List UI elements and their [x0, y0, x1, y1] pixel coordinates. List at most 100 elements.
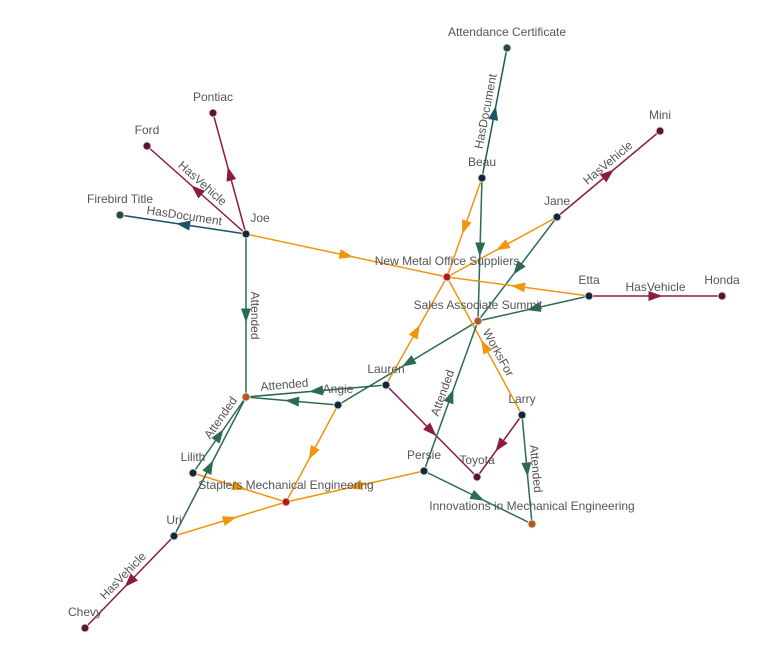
- edge-larry-innov[interactable]: Attended: [521, 414, 545, 525]
- edge-lilith-staplers[interactable]: [192, 472, 287, 503]
- node-joe[interactable]: Joe: [241, 211, 270, 239]
- node-marker[interactable]: [502, 43, 512, 53]
- edge-persie-innov[interactable]: [423, 470, 533, 525]
- node-marker[interactable]: [333, 400, 343, 410]
- node-uri[interactable]: Uri: [166, 513, 182, 541]
- edge-angie-event1[interactable]: [245, 395, 339, 407]
- node-marker[interactable]: [281, 497, 291, 507]
- arrowhead-icon: [462, 219, 472, 235]
- node-lauren[interactable]: Lauren: [367, 362, 405, 390]
- node-newmetal[interactable]: New Metal Office Suppliers: [375, 254, 520, 282]
- edge-label: HasVehicle: [580, 138, 635, 187]
- edge-label: HasVehicle: [97, 549, 149, 602]
- node-label: Attendance Certificate: [448, 25, 566, 39]
- edge-joe-pontiac[interactable]: [212, 112, 247, 235]
- node-angie[interactable]: Angie: [323, 382, 354, 410]
- arrowhead-icon: [226, 166, 237, 182]
- arrowhead-icon: [423, 422, 437, 436]
- node-firebird[interactable]: Firebird Title: [87, 192, 153, 220]
- edge-beau-summit[interactable]: [475, 177, 486, 322]
- node-ford[interactable]: Ford: [135, 123, 160, 151]
- edge-lauren-toyota[interactable]: [385, 384, 478, 478]
- edge-etta-newmetal[interactable]: [446, 276, 590, 297]
- edge-jane-newmetal[interactable]: [446, 216, 558, 278]
- edge-lauren-event1[interactable]: Attended: [245, 376, 387, 398]
- node-honda[interactable]: Honda: [704, 273, 740, 301]
- node-persie[interactable]: Persie: [407, 448, 441, 476]
- edge-angie-staplers[interactable]: [285, 404, 339, 503]
- edge-joe-newmetal[interactable]: [245, 233, 448, 278]
- edge-persie-staplers[interactable]: [285, 470, 425, 503]
- node-marker[interactable]: [473, 316, 483, 326]
- node-marker[interactable]: [552, 212, 562, 222]
- node-attcert[interactable]: Attendance Certificate: [448, 25, 566, 53]
- edge-beau-newmetal[interactable]: [446, 177, 483, 278]
- node-marker[interactable]: [80, 623, 90, 633]
- edge-label: Attended: [527, 444, 545, 493]
- node-summit[interactable]: Sales Associate Summit: [414, 298, 543, 326]
- node-label: Staplers Mechanical Engineering: [198, 478, 373, 492]
- node-larry[interactable]: Larry: [508, 392, 536, 420]
- arrowhead-icon: [124, 573, 138, 588]
- node-label: Angie: [323, 382, 354, 396]
- edge-etta-summit[interactable]: [477, 295, 590, 322]
- node-label: Lilith: [181, 450, 206, 464]
- node-marker[interactable]: [381, 380, 391, 390]
- arrowhead-icon: [599, 169, 614, 183]
- edge-label: HasVehicle: [625, 280, 685, 294]
- node-jane[interactable]: Jane: [544, 194, 570, 222]
- edge-larry-toyota[interactable]: [476, 414, 523, 478]
- edges-layer: HasDocumentHasVehicleHasDocumentAttended…: [84, 47, 722, 629]
- arrowhead-icon: [521, 462, 532, 477]
- arrowhead-icon: [408, 324, 420, 340]
- node-label: Uri: [166, 513, 181, 527]
- node-marker[interactable]: [472, 472, 482, 482]
- arrowhead-icon: [309, 385, 324, 396]
- edge-joe-event1[interactable]: Attended: [241, 234, 262, 397]
- node-pontiac[interactable]: Pontiac: [193, 90, 233, 118]
- node-event1[interactable]: [241, 392, 251, 402]
- edge-summit-angie[interactable]: [337, 320, 479, 406]
- node-marker[interactable]: [208, 108, 218, 118]
- node-marker[interactable]: [442, 272, 452, 282]
- node-marker[interactable]: [142, 141, 152, 151]
- node-mini[interactable]: Mini: [649, 108, 671, 136]
- node-marker[interactable]: [169, 531, 179, 541]
- node-marker[interactable]: [419, 466, 429, 476]
- node-label: Mini: [649, 108, 671, 122]
- node-innov[interactable]: Innovations in Mechanical Engineering: [429, 499, 635, 529]
- node-marker[interactable]: [527, 519, 537, 529]
- node-toyota[interactable]: Toyota: [459, 453, 495, 482]
- arrowhead-icon: [526, 302, 542, 312]
- edge-jane-summit[interactable]: [477, 216, 558, 322]
- edge-uri-event1[interactable]: [173, 396, 247, 537]
- node-lilith[interactable]: Lilith: [181, 450, 206, 478]
- node-marker[interactable]: [717, 291, 727, 301]
- node-chevy[interactable]: Chevy: [68, 605, 102, 633]
- arrowhead-icon: [488, 106, 499, 121]
- node-marker[interactable]: [115, 210, 125, 220]
- node-marker[interactable]: [188, 468, 198, 478]
- node-label: New Metal Office Suppliers: [375, 254, 520, 268]
- node-beau[interactable]: Beau: [468, 155, 496, 183]
- edge-label: Attended: [260, 376, 309, 394]
- arrowhead-icon: [221, 516, 237, 526]
- edge-uri-staplers[interactable]: [173, 501, 287, 537]
- node-staplers[interactable]: Staplers Mechanical Engineering: [198, 478, 374, 507]
- node-marker[interactable]: [241, 229, 251, 239]
- node-marker[interactable]: [241, 392, 251, 402]
- node-marker[interactable]: [477, 173, 487, 183]
- node-marker[interactable]: [584, 291, 594, 301]
- arrowhead-icon: [191, 185, 206, 199]
- edge-jane-mini[interactable]: HasVehicle: [556, 130, 661, 218]
- edge-etta-honda[interactable]: HasVehicle: [589, 280, 722, 301]
- nodes-layer: Attendance Certificate Pontiac Ford Mini Bea…: [68, 25, 740, 633]
- node-etta[interactable]: Etta: [578, 273, 600, 301]
- arrowhead-icon: [648, 291, 663, 301]
- node-marker[interactable]: [655, 126, 665, 136]
- edge-joe-firebird[interactable]: HasDocument: [119, 203, 247, 235]
- edge-lauren-newmetal[interactable]: [385, 276, 448, 386]
- node-marker[interactable]: [517, 410, 527, 420]
- arrowhead-icon: [481, 339, 493, 355]
